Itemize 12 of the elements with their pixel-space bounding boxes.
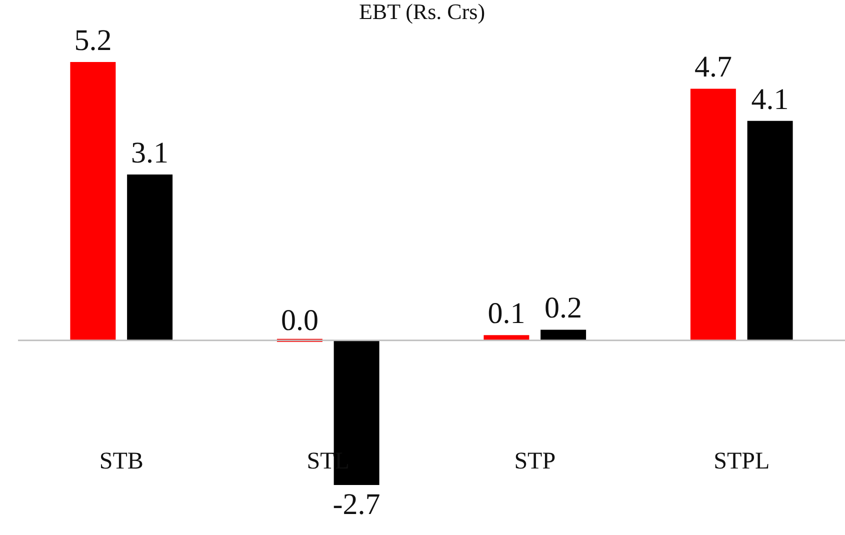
data-label: 5.2 [74,24,112,57]
data-label: 3.1 [131,136,169,170]
x-tick-label: STB [99,448,144,475]
x-tick-label: STP [514,448,556,475]
data-label: 4.1 [751,82,789,116]
data-label: 0.0 [280,304,318,337]
data-label: 0.1 [488,296,526,330]
chart-title: EBT (Rs. Crs) [358,0,486,24]
data-label: 0.2 [544,292,582,325]
x-tick-label: STPL [714,448,770,475]
data-label: -2.7 [332,488,380,521]
data-label: 4.7 [694,50,732,84]
